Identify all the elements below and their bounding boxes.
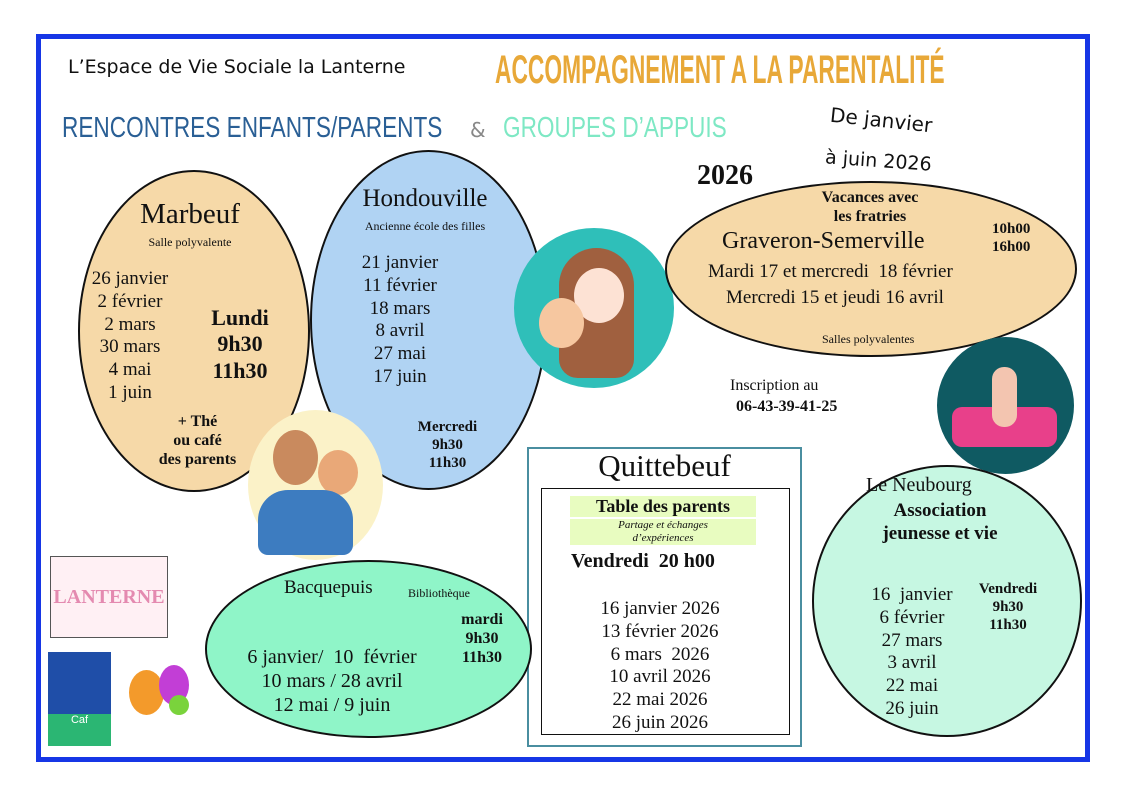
start: 10h00 xyxy=(992,221,1031,237)
inscription-phone[interactable]: 06-43-39-41-25 xyxy=(736,398,838,415)
dates-line: 12 mai / 9 juin xyxy=(273,694,391,716)
date: 16 janvier 2026 xyxy=(600,598,720,619)
father-son-illustration xyxy=(248,410,383,560)
note: + Thé xyxy=(177,413,218,430)
inscription-label: Inscription au xyxy=(730,377,819,394)
day: Lundi xyxy=(211,305,269,330)
end: 16h00 xyxy=(992,239,1031,255)
graveron-name: Graveron-Semerville xyxy=(722,228,925,254)
neubourg-ellipse xyxy=(812,465,1082,737)
date: 4 mai xyxy=(108,359,152,381)
mother-child-illustration xyxy=(514,228,674,388)
date: 22 mai xyxy=(885,675,939,697)
graveron-ellipse xyxy=(665,181,1077,357)
bacquepuis-schedule: mardi 9h30 11h30 xyxy=(447,610,517,668)
day: Mercredi xyxy=(417,419,478,435)
date: 8 avril xyxy=(375,320,425,342)
caf-logo: Caf xyxy=(48,652,111,746)
end: 11h30 xyxy=(212,357,268,383)
quittebeuf-day: Vendredi 20 h00 xyxy=(571,550,715,572)
start: 9h30 xyxy=(465,630,499,648)
date: 21 janvier xyxy=(361,252,439,273)
assoc: jeunesse et vie xyxy=(882,522,998,544)
graveron-dates-apr: Mercredi 15 et jeudi 16 avril xyxy=(726,287,944,308)
quittebeuf-dates: 16 janvier 2026 13 février 2026 6 mars 202… xyxy=(560,576,760,735)
bacquepuis-name: Bacquepuis xyxy=(284,577,373,598)
dates-line: 6 janvier/ 10 février xyxy=(247,646,417,668)
quittebeuf-desc: Partage et échanges d’expériences xyxy=(570,519,756,546)
end: 11h30 xyxy=(989,617,1027,633)
pregnant-woman-illustration xyxy=(937,337,1074,474)
assoc: Association xyxy=(893,500,987,521)
hondouville-place: Ancienne école des filles xyxy=(364,219,486,233)
neubourg-assoc: Association jeunesse et vie xyxy=(840,500,1040,546)
date: 16 janvier xyxy=(871,584,953,605)
date: 2 février xyxy=(97,290,163,312)
date: 26 juin 2026 xyxy=(611,711,709,733)
graveron-hours: 10h00 16h00 xyxy=(992,220,1030,256)
bacquepuis-place: Bibliothèque xyxy=(408,586,470,600)
day: mardi xyxy=(461,611,503,628)
start: 9h30 xyxy=(992,599,1024,615)
lanterne-logo: LANTERNE xyxy=(50,556,168,638)
date: 17 juin xyxy=(373,365,427,387)
dates-line: 10 mars / 28 avril xyxy=(261,670,403,692)
quittebeuf-box xyxy=(527,447,802,747)
day: Vendredi xyxy=(978,581,1038,597)
date: 22 mai 2026 xyxy=(612,689,708,711)
neubourg-name: Le Neubourg xyxy=(866,474,972,496)
hondouville-dates: 21 janvier 11 février 18 mars 8 avril 27 mai… xyxy=(340,252,460,389)
table-des-parents: Table des parents xyxy=(570,496,756,517)
quittebeuf-inner-box xyxy=(541,488,790,735)
date: 30 mars xyxy=(99,336,161,358)
graveron-dates-feb: Mardi 17 et mercredi 18 février xyxy=(708,261,953,282)
page-border xyxy=(36,34,1090,762)
date: 18 mars xyxy=(369,297,431,319)
marbeuf-schedule: Lundi 9h30 11h30 xyxy=(190,305,290,384)
neubourg-schedule: Vendredi 9h30 11h30 xyxy=(968,580,1048,634)
parentalite-logo xyxy=(124,655,194,725)
date: 27 mars xyxy=(881,629,943,651)
title: les fratries xyxy=(833,208,907,226)
subtitle-rencontres: RENCONTRES ENFANTS/PARENTS xyxy=(62,112,443,144)
marbeuf-note: + Thé ou café des parents xyxy=(140,412,255,470)
title: Vacances avec xyxy=(821,189,919,206)
note: ou café xyxy=(173,432,222,450)
graveron-title: Vacances avec les fratries xyxy=(770,188,970,226)
end: 11h30 xyxy=(461,649,502,667)
bacquepuis-ellipse xyxy=(205,560,532,738)
date: 6 mars 2026 xyxy=(610,643,710,665)
ampersand: & xyxy=(470,118,486,142)
hondouville-name: Hondouville xyxy=(362,185,488,212)
date: 10 avril 2026 xyxy=(609,666,711,688)
date: 1 juin xyxy=(108,381,152,403)
date: 2 mars xyxy=(104,313,156,335)
bacquepuis-dates: 6 janvier/ 10 février 10 mars / 28 avril 1… xyxy=(222,622,442,717)
desc: d’expériences xyxy=(632,532,694,545)
graveron-place: Salles polyvalentes xyxy=(822,332,915,346)
quittebeuf-name: Quittebeuf xyxy=(598,448,731,483)
start: 9h30 xyxy=(432,437,463,453)
main-title: ACCOMPAGNEMENT A LA PARENTALITÉ xyxy=(495,48,945,92)
date: 26 juin xyxy=(885,697,939,719)
date: 11 février xyxy=(363,274,437,296)
date: 3 avril xyxy=(887,652,937,674)
date: 26 janvier xyxy=(91,268,169,289)
neubourg-dates: 16 janvier 6 février 27 mars 3 avril 22 mai 2… xyxy=(864,562,960,721)
hondouville-schedule: Mercredi 9h30 11h30 xyxy=(400,418,495,472)
org-name: L’Espace de Vie Sociale la Lanterne xyxy=(68,56,406,78)
date: 13 février 2026 xyxy=(601,620,719,642)
note: des parents xyxy=(158,451,237,469)
marbeuf-dates: 26 janvier 2 février 2 mars 30 mars 4 mai 1 j… xyxy=(80,268,180,405)
marbeuf-place: Salle polyvalente xyxy=(148,235,232,249)
subtitle-groupes: GROUPES D’APPUIS xyxy=(503,112,727,144)
desc: Partage et échanges xyxy=(618,519,708,531)
end: 11h30 xyxy=(428,455,467,471)
start: 9h30 xyxy=(217,331,263,357)
year: 2026 xyxy=(697,160,753,191)
marbeuf-name: Marbeuf xyxy=(140,198,240,230)
date: 27 mai xyxy=(373,343,427,365)
date: 6 février xyxy=(879,606,945,628)
